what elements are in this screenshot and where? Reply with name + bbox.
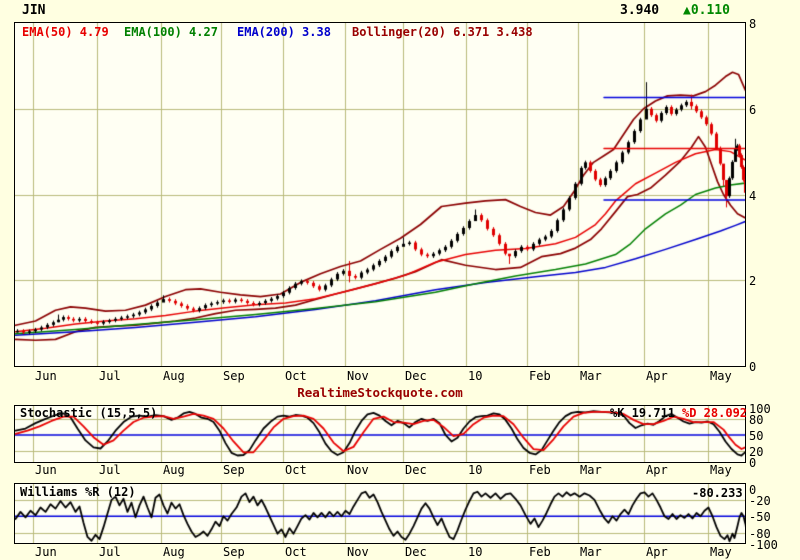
legend-ema50: EMA(50) 4.79 [22, 25, 109, 39]
williams-title: Williams %R (12) [20, 485, 136, 499]
month-label: Nov [347, 463, 369, 477]
month-label: Jun [35, 545, 57, 559]
legend-ema100: EMA(100) 4.27 [124, 25, 218, 39]
month-label: Mar [580, 545, 602, 559]
last-price: 3.940 [620, 3, 660, 18]
y-tick-label: 2 [749, 274, 757, 289]
y-tick-label: 80 [749, 412, 764, 427]
month-label: Apr [646, 463, 668, 477]
stochastic-canvas [15, 406, 745, 462]
x-axis-months-stochastic: Jun Jul Aug Sep Oct Nov Dec 10 Feb Mar Apr May [14, 464, 774, 478]
month-label: Jun [35, 463, 57, 477]
stochastic-title: Stochastic (15,5,5) [20, 406, 158, 420]
y-tick-label: 4 [749, 188, 757, 203]
stochastic-k-value: %K 19.711 [610, 406, 676, 420]
month-label: Nov [347, 545, 369, 559]
y-tick-label: -20 [749, 493, 771, 508]
month-label: Feb [529, 463, 551, 477]
stochastic-d-value: %D 28.092 [682, 406, 748, 420]
month-label: Apr [646, 369, 668, 383]
month-label: Dec [405, 463, 427, 477]
y-tick-label: -80 [749, 526, 771, 541]
y-tick-label: 50 [749, 429, 764, 443]
x-axis-months-williams: Jun Jul Aug Sep Oct Nov Dec 10 Feb Mar Apr May [14, 546, 774, 560]
month-label: May [710, 463, 732, 477]
y-tick-label: -50 [749, 510, 771, 525]
y-tick-label: 20 [749, 445, 764, 460]
month-label: Sep [223, 369, 245, 383]
symbol-label: JIN [22, 3, 46, 18]
month-label: Nov [347, 369, 369, 383]
williams-panel [14, 483, 746, 544]
month-label: 10 [468, 463, 483, 477]
month-label: Jul [99, 463, 121, 477]
month-label: 10 [468, 369, 483, 383]
month-label: May [710, 369, 732, 383]
month-label: Dec [405, 369, 427, 383]
legend-ema200: EMA(200) 3.38 [237, 25, 331, 39]
y-tick-label: 8 [749, 17, 757, 31]
month-label: Mar [580, 463, 602, 477]
y-tick-label: 100 [749, 402, 771, 416]
y-tick-label: 6 [749, 102, 757, 117]
month-label: Sep [223, 545, 245, 559]
month-label: Jul [99, 545, 121, 559]
month-label: Oct [285, 369, 307, 383]
month-label: Aug [163, 369, 185, 383]
month-label: Aug [163, 545, 185, 559]
month-label: Sep [223, 463, 245, 477]
month-label: Jul [99, 369, 121, 383]
main-chart-canvas [15, 23, 745, 366]
x-axis-months-main: Jun Jul Aug Sep Oct Nov Dec 10 Feb Mar Apr May [14, 370, 774, 384]
month-label: Oct [285, 463, 307, 477]
williams-canvas [15, 484, 745, 543]
month-label: Mar [580, 369, 602, 383]
y-tick-label: 0 [749, 483, 757, 497]
month-label: 10 [468, 545, 483, 559]
williams-value: -80.233 [692, 486, 743, 500]
month-label: Jun [35, 369, 57, 383]
month-label: Dec [405, 545, 427, 559]
legend-bollinger: Bollinger(20) 6.371 3.438 [352, 25, 533, 39]
month-label: Oct [285, 545, 307, 559]
watermark-text: RealtimeStockquote.com [297, 385, 463, 400]
month-label: May [710, 545, 732, 559]
main-chart-panel [14, 22, 746, 367]
stochastic-panel [14, 405, 746, 463]
month-label: Feb [529, 545, 551, 559]
month-label: Aug [163, 463, 185, 477]
month-label: Feb [529, 369, 551, 383]
month-label: Apr [646, 545, 668, 559]
price-change: ▲0.110 [683, 3, 730, 18]
